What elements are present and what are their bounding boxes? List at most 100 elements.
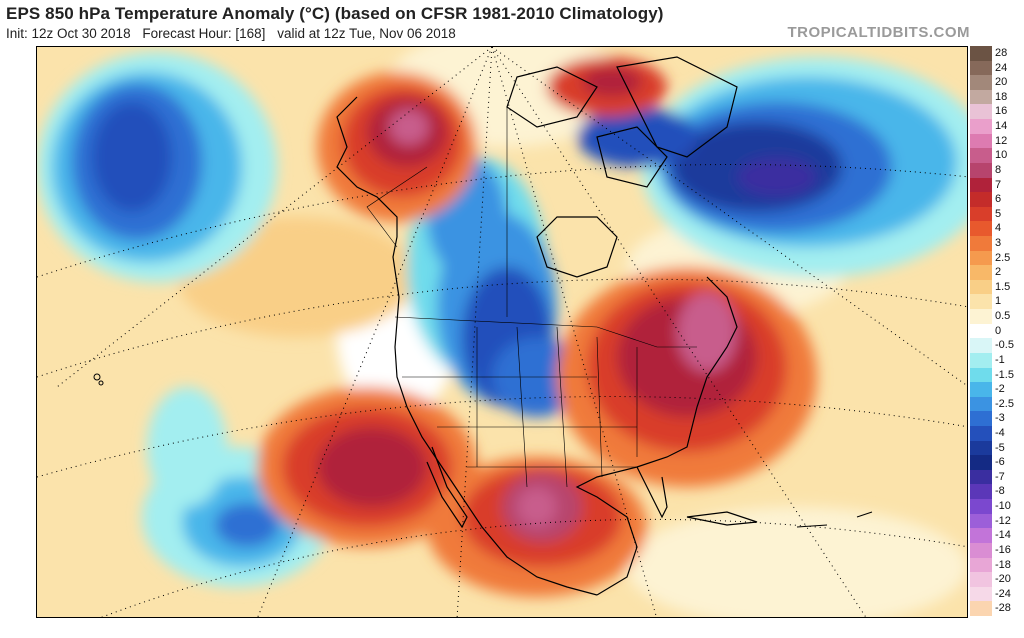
legend-entry: -5	[970, 440, 1020, 456]
legend-swatch	[970, 557, 992, 573]
legend-label: 12	[995, 134, 1008, 147]
legend-label: 10	[995, 149, 1008, 162]
legend-entry: -8	[970, 484, 1020, 500]
legend-swatch	[970, 323, 992, 339]
islands	[93, 373, 873, 528]
legend-label: -4	[995, 427, 1005, 439]
legend-entry: -12	[970, 513, 1020, 529]
legend-swatch	[970, 382, 992, 397]
legend-swatch	[970, 162, 992, 178]
init-time: Init: 12z Oct 30 2018	[6, 26, 131, 41]
legend-entry: 18	[970, 89, 1020, 105]
legend-entry: -16	[970, 542, 1020, 558]
legend-label: -5	[995, 441, 1005, 454]
legend-entry: 12	[970, 133, 1020, 149]
legend-label: -3	[995, 412, 1005, 425]
legend-entry: -4	[970, 426, 1020, 441]
legend-swatch	[970, 440, 992, 456]
legend-entry: -10	[970, 499, 1020, 514]
legend-label: -7	[995, 470, 1005, 483]
legend-swatch	[970, 75, 992, 90]
legend-swatch	[970, 89, 992, 105]
legend-entry: -24	[970, 586, 1020, 602]
legend-entry: -2	[970, 382, 1020, 397]
legend-entry: 10	[970, 148, 1020, 163]
legend-entry: 2	[970, 265, 1020, 280]
legend-swatch	[970, 60, 992, 76]
legend-entry: 0.5	[970, 309, 1020, 324]
legend-swatch	[970, 265, 992, 280]
borders	[366, 107, 697, 488]
legend-entry: 20	[970, 75, 1020, 90]
legend-entry: 5	[970, 206, 1020, 222]
legend-label: -2.5	[995, 397, 1014, 410]
legend-label: -1.5	[995, 368, 1014, 381]
legend-swatch	[970, 338, 992, 353]
legend-label: -6	[995, 456, 1005, 469]
legend-swatch	[970, 484, 992, 500]
legend-entry: 2.5	[970, 250, 1020, 266]
legend-entry: -6	[970, 455, 1020, 470]
legend-label: 24	[995, 61, 1008, 74]
legend-entry: 3	[970, 236, 1020, 251]
legend-swatch	[970, 528, 992, 543]
chart-title: EPS 850 hPa Temperature Anomaly (°C) (ba…	[6, 4, 664, 23]
legend-swatch	[970, 469, 992, 485]
legend-label: 5	[995, 207, 1002, 220]
legend-swatch	[970, 396, 992, 412]
legend-entry: -1	[970, 352, 1020, 368]
legend-label: -0.5	[995, 339, 1014, 352]
valid-time: valid at 12z Tue, Nov 06 2018	[277, 26, 456, 41]
legend-swatch	[970, 542, 992, 558]
legend-entry: -20	[970, 572, 1020, 587]
legend-swatch	[970, 426, 992, 441]
legend-swatch	[970, 133, 992, 149]
legend-entry: -3	[970, 411, 1020, 426]
legend-swatch	[970, 236, 992, 251]
legend-label: 14	[995, 120, 1008, 133]
legend-entry: -7	[970, 469, 1020, 485]
legend-entry: 14	[970, 119, 1020, 134]
chart-subtitle: Init: 12z Oct 30 2018 Forecast Hour: [16…	[6, 26, 464, 41]
legend-swatch	[970, 279, 992, 295]
legend-label: -20	[995, 573, 1011, 586]
legend-entry: 16	[970, 104, 1020, 120]
legend-entry: 1	[970, 294, 1020, 310]
legend-label: -14	[995, 529, 1011, 542]
legend-label: 1.5	[995, 280, 1011, 293]
graticule	[37, 47, 967, 617]
legend-entry: 0	[970, 323, 1020, 339]
legend-label: -16	[995, 543, 1011, 556]
site-watermark: TROPICALTIDBITS.COM	[787, 24, 970, 41]
legend-label: -2	[995, 383, 1005, 396]
legend-entry: 4	[970, 221, 1020, 236]
legend-swatch	[970, 309, 992, 324]
legend-swatch	[970, 119, 992, 134]
legend-swatch	[970, 46, 992, 61]
header: EPS 850 hPa Temperature Anomaly (°C) (ba…	[0, 0, 1024, 46]
legend-swatch	[970, 367, 992, 383]
legend-entry: 28	[970, 46, 1020, 61]
legend-swatch	[970, 192, 992, 207]
legend-label: 2.5	[995, 251, 1011, 264]
legend-label: 7	[995, 178, 1002, 191]
legend-label: 8	[995, 163, 1002, 176]
legend-swatch	[970, 586, 992, 602]
anomaly-field	[37, 47, 967, 617]
legend-label: -28	[995, 602, 1011, 615]
legend-entry: 8	[970, 162, 1020, 178]
legend-label: -18	[995, 558, 1011, 571]
legend-label: 4	[995, 222, 1002, 235]
legend-entry: 7	[970, 177, 1020, 193]
legend-label: -12	[995, 514, 1011, 527]
legend-swatch	[970, 411, 992, 426]
legend-entry: -0.5	[970, 338, 1020, 353]
legend-entry: -2.5	[970, 396, 1020, 412]
legend-label: 2	[995, 266, 1002, 279]
legend-label: 0	[995, 324, 1002, 337]
legend-label: -24	[995, 587, 1011, 600]
anomaly-map	[36, 46, 968, 618]
legend-label: 28	[995, 47, 1008, 59]
legend-label: 20	[995, 76, 1008, 89]
legend-entry: -28	[970, 601, 1020, 616]
